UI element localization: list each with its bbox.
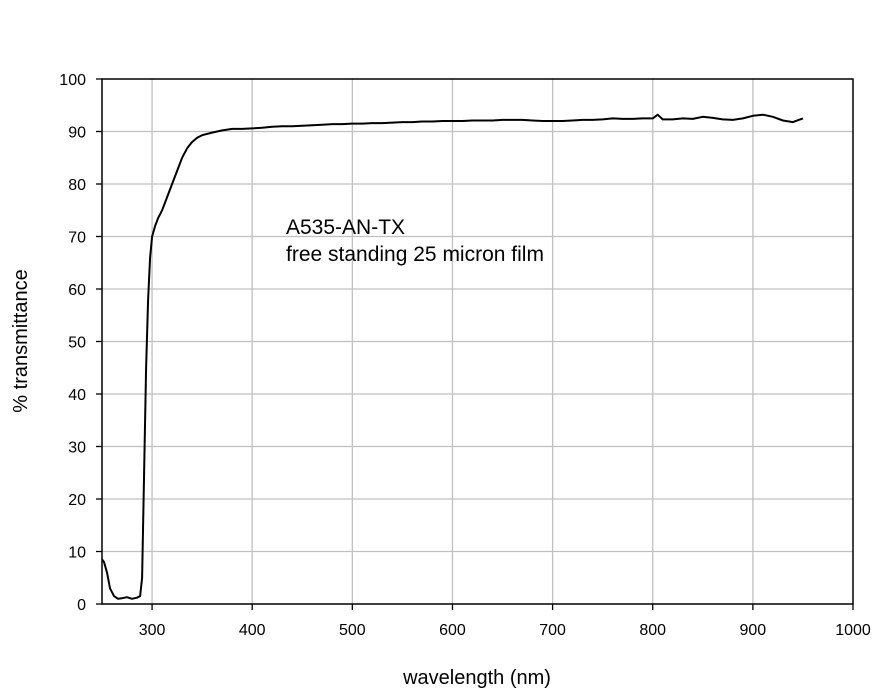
annotation-sample-name: A535-AN-TX <box>286 216 405 239</box>
x-tick-label: 400 <box>239 622 266 639</box>
x-tick-label: 300 <box>139 622 166 639</box>
x-tick-label: 800 <box>639 622 666 639</box>
x-tick-label: 1000 <box>835 622 871 639</box>
y-tick-label: 80 <box>68 177 86 194</box>
y-tick-label: 10 <box>68 545 86 562</box>
y-tick-label: 30 <box>68 440 86 457</box>
y-tick-label: 70 <box>68 230 86 247</box>
x-tick-label: 900 <box>740 622 767 639</box>
x-tick-label: 600 <box>439 622 466 639</box>
y-tick-labels: 0 10 20 30 40 50 60 70 80 90 100 <box>59 72 86 614</box>
axis-ticks <box>96 78 854 610</box>
x-tick-labels: 300 400 500 600 700 800 900 1000 <box>139 622 871 639</box>
y-tick-label: 60 <box>68 282 86 299</box>
transmittance-series-line <box>101 113 804 600</box>
x-tick-label: 500 <box>339 622 366 639</box>
y-tick-label: 90 <box>68 125 86 142</box>
grid-lines <box>102 79 853 604</box>
y-axis-title: % transmittance <box>10 269 32 412</box>
y-tick-label: 50 <box>68 335 86 352</box>
y-tick-label: 20 <box>68 492 86 509</box>
y-tick-label: 100 <box>59 72 86 89</box>
y-tick-label: 40 <box>68 387 86 404</box>
x-axis-title: wavelength (nm) <box>402 667 551 689</box>
y-tick-label: 0 <box>77 597 86 614</box>
annotation-sample-description: free standing 25 micron film <box>286 243 544 266</box>
x-tick-label: 700 <box>539 622 566 639</box>
